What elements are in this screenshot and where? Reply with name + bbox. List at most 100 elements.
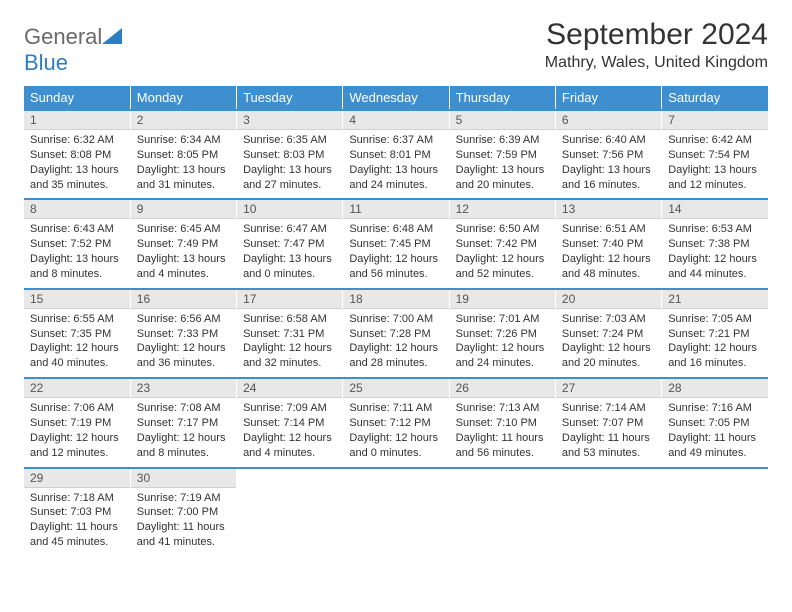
day-content: Sunrise: 6:32 AMSunset: 8:08 PMDaylight:… — [24, 130, 130, 198]
calendar-day-cell: 9Sunrise: 6:45 AMSunset: 7:49 PMDaylight… — [130, 199, 236, 288]
day-number: 3 — [237, 111, 342, 130]
calendar-day-cell: 18Sunrise: 7:00 AMSunset: 7:28 PMDayligh… — [343, 289, 449, 378]
day-number: 20 — [556, 290, 661, 309]
day-number: 27 — [556, 379, 661, 398]
day-number: 5 — [450, 111, 555, 130]
calendar-day-cell: 1Sunrise: 6:32 AMSunset: 8:08 PMDaylight… — [24, 110, 130, 199]
day-content: Sunrise: 6:48 AMSunset: 7:45 PMDaylight:… — [343, 219, 448, 287]
day-content: Sunrise: 6:47 AMSunset: 7:47 PMDaylight:… — [237, 219, 342, 287]
calendar-week-row: 8Sunrise: 6:43 AMSunset: 7:52 PMDaylight… — [24, 199, 768, 288]
day-number: 19 — [450, 290, 555, 309]
day-number: 26 — [450, 379, 555, 398]
calendar-day-cell: 13Sunrise: 6:51 AMSunset: 7:40 PMDayligh… — [555, 199, 661, 288]
day-header: Sunday — [24, 86, 130, 110]
calendar-week-row: 1Sunrise: 6:32 AMSunset: 8:08 PMDaylight… — [24, 110, 768, 199]
calendar-day-cell: 30Sunrise: 7:19 AMSunset: 7:00 PMDayligh… — [130, 468, 236, 556]
logo-triangle-icon — [102, 28, 122, 44]
day-content: Sunrise: 7:03 AMSunset: 7:24 PMDaylight:… — [556, 309, 661, 377]
day-content: Sunrise: 7:08 AMSunset: 7:17 PMDaylight:… — [131, 398, 236, 466]
day-content: Sunrise: 6:39 AMSunset: 7:59 PMDaylight:… — [450, 130, 555, 198]
day-number: 12 — [450, 200, 555, 219]
logo: General Blue — [24, 24, 122, 76]
day-header: Tuesday — [237, 86, 343, 110]
header: General Blue September 2024 Mathry, Wale… — [24, 18, 768, 76]
calendar-day-cell: 16Sunrise: 6:56 AMSunset: 7:33 PMDayligh… — [130, 289, 236, 378]
calendar-day-cell: 25Sunrise: 7:11 AMSunset: 7:12 PMDayligh… — [343, 378, 449, 467]
month-title: September 2024 — [545, 18, 768, 52]
day-number: 11 — [343, 200, 448, 219]
day-content: Sunrise: 6:53 AMSunset: 7:38 PMDaylight:… — [662, 219, 768, 287]
day-header: Saturday — [662, 86, 768, 110]
calendar-week-row: 29Sunrise: 7:18 AMSunset: 7:03 PMDayligh… — [24, 468, 768, 556]
day-content: Sunrise: 7:11 AMSunset: 7:12 PMDaylight:… — [343, 398, 448, 466]
day-content: Sunrise: 7:16 AMSunset: 7:05 PMDaylight:… — [662, 398, 768, 466]
day-number: 15 — [24, 290, 130, 309]
calendar-day-cell — [555, 468, 661, 556]
day-content: Sunrise: 7:18 AMSunset: 7:03 PMDaylight:… — [24, 488, 130, 556]
calendar-body: 1Sunrise: 6:32 AMSunset: 8:08 PMDaylight… — [24, 110, 768, 556]
day-number: 8 — [24, 200, 130, 219]
day-number: 7 — [662, 111, 768, 130]
day-content: Sunrise: 7:05 AMSunset: 7:21 PMDaylight:… — [662, 309, 768, 377]
calendar-week-row: 22Sunrise: 7:06 AMSunset: 7:19 PMDayligh… — [24, 378, 768, 467]
logo-word-1: General — [24, 24, 102, 49]
day-header: Wednesday — [343, 86, 449, 110]
day-content: Sunrise: 6:56 AMSunset: 7:33 PMDaylight:… — [131, 309, 236, 377]
day-content: Sunrise: 7:14 AMSunset: 7:07 PMDaylight:… — [556, 398, 661, 466]
day-number: 10 — [237, 200, 342, 219]
day-content: Sunrise: 7:01 AMSunset: 7:26 PMDaylight:… — [450, 309, 555, 377]
day-content: Sunrise: 7:13 AMSunset: 7:10 PMDaylight:… — [450, 398, 555, 466]
day-content: Sunrise: 6:37 AMSunset: 8:01 PMDaylight:… — [343, 130, 448, 198]
day-number: 9 — [131, 200, 236, 219]
day-content: Sunrise: 6:50 AMSunset: 7:42 PMDaylight:… — [450, 219, 555, 287]
title-block: September 2024 Mathry, Wales, United Kin… — [545, 18, 768, 72]
calendar-day-cell: 19Sunrise: 7:01 AMSunset: 7:26 PMDayligh… — [449, 289, 555, 378]
day-content: Sunrise: 7:06 AMSunset: 7:19 PMDaylight:… — [24, 398, 130, 466]
calendar-day-cell: 7Sunrise: 6:42 AMSunset: 7:54 PMDaylight… — [662, 110, 768, 199]
calendar-day-cell: 2Sunrise: 6:34 AMSunset: 8:05 PMDaylight… — [130, 110, 236, 199]
day-content: Sunrise: 6:55 AMSunset: 7:35 PMDaylight:… — [24, 309, 130, 377]
day-number: 18 — [343, 290, 448, 309]
day-content: Sunrise: 6:40 AMSunset: 7:56 PMDaylight:… — [556, 130, 661, 198]
day-number: 13 — [556, 200, 661, 219]
day-number: 21 — [662, 290, 768, 309]
day-number: 30 — [131, 469, 236, 488]
day-header: Friday — [555, 86, 661, 110]
calendar-table: SundayMondayTuesdayWednesdayThursdayFrid… — [24, 86, 768, 556]
calendar-day-cell — [343, 468, 449, 556]
day-content: Sunrise: 6:58 AMSunset: 7:31 PMDaylight:… — [237, 309, 342, 377]
day-content: Sunrise: 6:34 AMSunset: 8:05 PMDaylight:… — [131, 130, 236, 198]
day-number: 6 — [556, 111, 661, 130]
calendar-day-cell: 27Sunrise: 7:14 AMSunset: 7:07 PMDayligh… — [555, 378, 661, 467]
calendar-header-row: SundayMondayTuesdayWednesdayThursdayFrid… — [24, 86, 768, 110]
day-number: 24 — [237, 379, 342, 398]
day-content: Sunrise: 7:09 AMSunset: 7:14 PMDaylight:… — [237, 398, 342, 466]
calendar-day-cell: 15Sunrise: 6:55 AMSunset: 7:35 PMDayligh… — [24, 289, 130, 378]
calendar-day-cell: 21Sunrise: 7:05 AMSunset: 7:21 PMDayligh… — [662, 289, 768, 378]
calendar-day-cell: 8Sunrise: 6:43 AMSunset: 7:52 PMDaylight… — [24, 199, 130, 288]
calendar-day-cell — [237, 468, 343, 556]
day-number: 29 — [24, 469, 130, 488]
calendar-day-cell: 17Sunrise: 6:58 AMSunset: 7:31 PMDayligh… — [237, 289, 343, 378]
calendar-day-cell: 29Sunrise: 7:18 AMSunset: 7:03 PMDayligh… — [24, 468, 130, 556]
calendar-week-row: 15Sunrise: 6:55 AMSunset: 7:35 PMDayligh… — [24, 289, 768, 378]
day-content: Sunrise: 6:45 AMSunset: 7:49 PMDaylight:… — [131, 219, 236, 287]
calendar-day-cell: 6Sunrise: 6:40 AMSunset: 7:56 PMDaylight… — [555, 110, 661, 199]
calendar-day-cell — [662, 468, 768, 556]
day-number: 14 — [662, 200, 768, 219]
day-content: Sunrise: 6:42 AMSunset: 7:54 PMDaylight:… — [662, 130, 768, 198]
day-number: 1 — [24, 111, 130, 130]
calendar-day-cell: 23Sunrise: 7:08 AMSunset: 7:17 PMDayligh… — [130, 378, 236, 467]
calendar-day-cell: 12Sunrise: 6:50 AMSunset: 7:42 PMDayligh… — [449, 199, 555, 288]
day-number: 2 — [131, 111, 236, 130]
calendar-day-cell: 20Sunrise: 7:03 AMSunset: 7:24 PMDayligh… — [555, 289, 661, 378]
location: Mathry, Wales, United Kingdom — [545, 54, 768, 72]
calendar-day-cell: 3Sunrise: 6:35 AMSunset: 8:03 PMDaylight… — [237, 110, 343, 199]
day-content: Sunrise: 6:35 AMSunset: 8:03 PMDaylight:… — [237, 130, 342, 198]
calendar-day-cell — [449, 468, 555, 556]
calendar-day-cell: 14Sunrise: 6:53 AMSunset: 7:38 PMDayligh… — [662, 199, 768, 288]
day-content: Sunrise: 7:00 AMSunset: 7:28 PMDaylight:… — [343, 309, 448, 377]
day-number: 17 — [237, 290, 342, 309]
day-number: 4 — [343, 111, 448, 130]
day-number: 28 — [662, 379, 768, 398]
